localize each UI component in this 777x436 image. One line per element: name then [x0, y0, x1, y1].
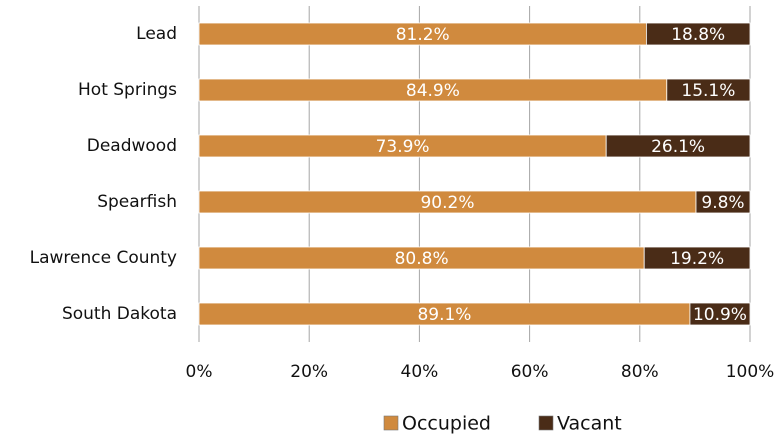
bar-segment — [605, 134, 751, 158]
y-tick-label: Lead — [136, 24, 177, 44]
bar-segment — [689, 302, 751, 326]
value-label: 90.2% — [420, 193, 474, 213]
value-label: 73.9% — [376, 137, 430, 157]
x-tick-label: 60% — [511, 362, 549, 382]
legend-label: Occupied — [402, 413, 491, 435]
y-tick-label: Deadwood — [87, 136, 177, 156]
bar-segment — [695, 190, 751, 214]
legend-swatch — [538, 415, 554, 431]
value-label: 81.2% — [396, 25, 450, 45]
value-label: 19.2% — [670, 249, 724, 269]
x-tick-label: 80% — [621, 362, 659, 382]
value-label: 15.1% — [681, 81, 735, 101]
value-label: 10.9% — [693, 305, 747, 325]
value-label: 9.8% — [701, 193, 744, 213]
x-tick-label: 40% — [401, 362, 439, 382]
value-label: 80.8% — [395, 249, 449, 269]
x-tick-label: 20% — [290, 362, 328, 382]
bar-segment — [643, 246, 751, 270]
legend-label: Vacant — [557, 413, 622, 435]
x-tick-label: 100% — [726, 362, 775, 382]
y-tick-label: Spearfish — [97, 192, 177, 212]
value-label: 84.9% — [406, 81, 460, 101]
y-tick-label: South Dakota — [62, 304, 177, 324]
x-tick-label: 0% — [186, 362, 213, 382]
bar-segment — [666, 78, 751, 102]
value-label: 26.1% — [651, 137, 705, 157]
y-tick-label: Lawrence County — [30, 248, 177, 268]
value-label: 18.8% — [671, 25, 725, 45]
legend-swatch — [383, 415, 399, 431]
bar-segment — [646, 22, 751, 46]
value-label: 89.1% — [417, 305, 471, 325]
y-tick-label: Hot Springs — [78, 80, 177, 100]
